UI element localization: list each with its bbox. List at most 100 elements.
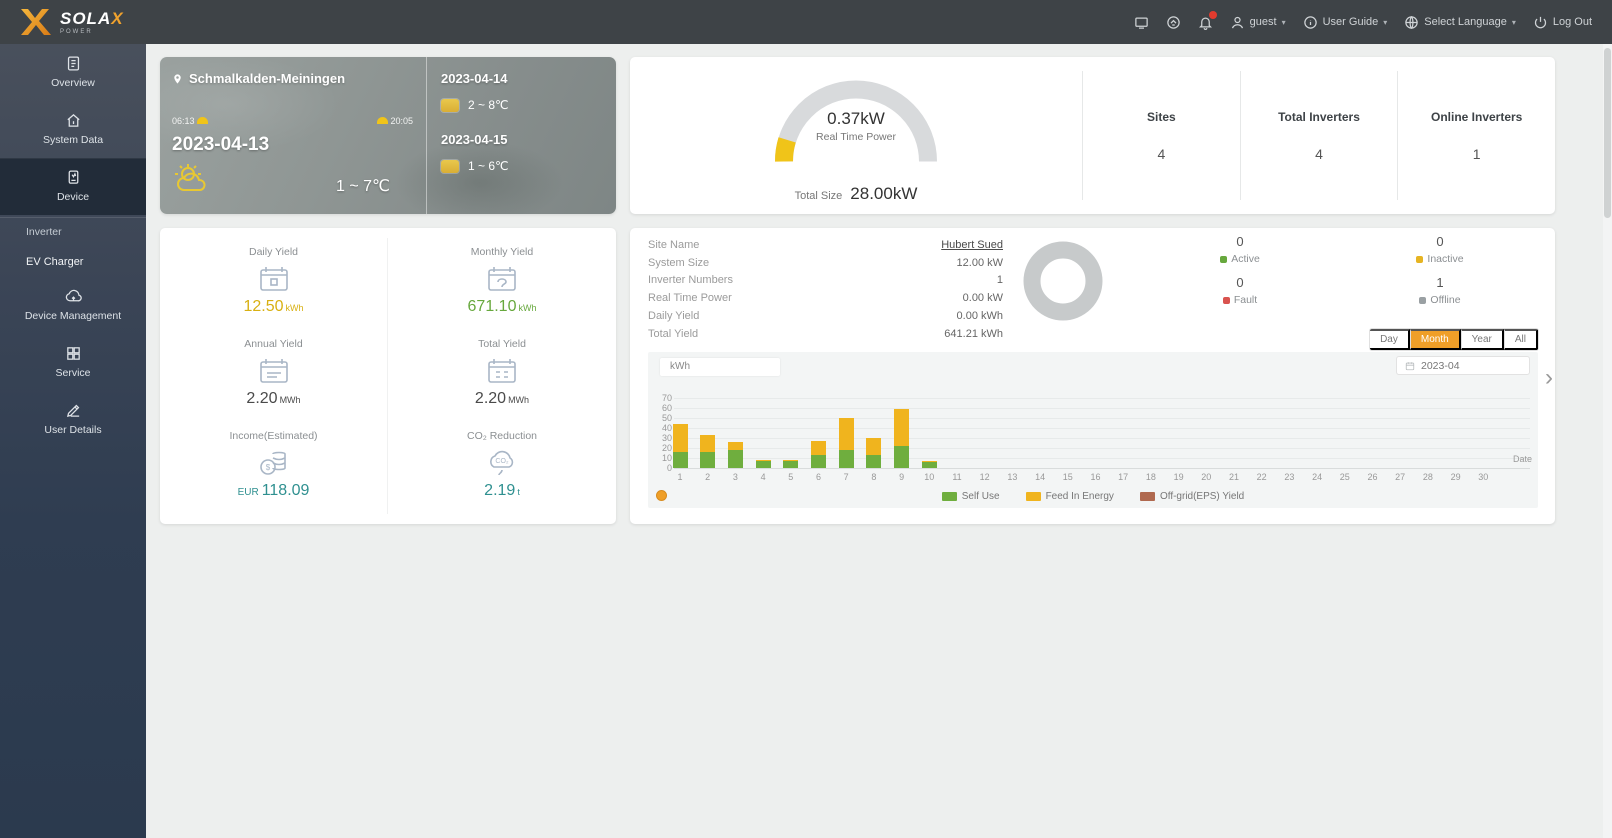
- weather-card: Schmalkalden-Meiningen 06:13 20:05 2023-…: [160, 57, 616, 214]
- bar-self-use[interactable]: [921, 462, 937, 468]
- tab-year[interactable]: Year: [1460, 329, 1504, 350]
- y-axis-tick: 30: [661, 433, 672, 443]
- yield-value: EUR 118.09: [237, 482, 310, 499]
- stat-sites: Sites 4: [1082, 71, 1240, 200]
- scrollbar-thumb[interactable]: [1604, 48, 1611, 218]
- y-axis-tick: 10: [661, 453, 672, 463]
- yield-tile-monthly-yield: Monthly Yield 671.10 kWh: [388, 238, 616, 330]
- home-icon[interactable]: [1166, 15, 1181, 30]
- service-icon: [65, 345, 82, 362]
- chevron-down-icon: ▾: [1383, 17, 1388, 27]
- tab-all[interactable]: All: [1503, 329, 1538, 350]
- status-active: 0 Active: [1140, 234, 1340, 265]
- yield-value: 12.50 kWh: [243, 298, 304, 315]
- tab-month[interactable]: Month: [1409, 329, 1461, 350]
- chevron-down-icon: ▾: [1511, 17, 1516, 27]
- sunset-time: 20:05: [376, 116, 413, 126]
- sidebar-item-label: User Details: [44, 424, 102, 436]
- tab-day[interactable]: Day: [1370, 329, 1410, 350]
- legend-label: Off-grid(EPS) Yield: [1159, 491, 1245, 502]
- x-axis-tick: 14: [1035, 472, 1046, 482]
- yield-value: 2.19 t: [484, 482, 520, 499]
- date-picker[interactable]: 2023-04: [1396, 356, 1530, 375]
- chart-legend: Self Use Feed In Energy Off-grid(EPS) Yiel…: [648, 491, 1538, 502]
- yield-label: CO₂ Reduction: [466, 430, 538, 442]
- x-axis-tick: 23: [1284, 472, 1295, 482]
- bar-feed-in-energy[interactable]: [811, 441, 826, 455]
- co2-icon: CO₂: [485, 448, 519, 478]
- y-axis-tick: 60: [661, 403, 672, 413]
- bar-self-use[interactable]: [894, 446, 910, 468]
- site-panel-card: Site Name Hubert Sued System Size 12.00 kW I…: [630, 228, 1555, 524]
- carousel-dot[interactable]: [656, 490, 667, 501]
- site-name-link[interactable]: Hubert Sued: [941, 238, 1003, 251]
- status-dot: [1220, 255, 1228, 263]
- real-time-power-label: Real Time Power: [816, 131, 896, 143]
- detail-row: Inverter Numbers 1: [648, 272, 1003, 290]
- bar-self-use[interactable]: [700, 452, 716, 468]
- notification-bell-icon[interactable]: [1198, 10, 1217, 30]
- bar-feed-in-energy[interactable]: [755, 460, 771, 461]
- bar-self-use[interactable]: [783, 461, 799, 468]
- sidebar-item-inverter[interactable]: Inverter: [0, 217, 146, 247]
- next-arrow[interactable]: ›: [1545, 364, 1553, 391]
- logout-button[interactable]: Log Out: [1533, 15, 1592, 30]
- x-axis-tick: 7: [843, 472, 849, 482]
- gridline: [674, 438, 1530, 439]
- bar-self-use[interactable]: [866, 455, 882, 468]
- x-axis-tick: 29: [1450, 472, 1461, 482]
- yield-value: 2.20 MWh: [246, 390, 301, 407]
- bar-feed-in-energy[interactable]: [838, 418, 854, 450]
- bar-feed-in-energy[interactable]: [700, 435, 716, 452]
- legend-self-use[interactable]: Self Use: [941, 491, 1000, 502]
- sidebar-item-device-management[interactable]: Device Management: [0, 277, 146, 334]
- bar-self-use[interactable]: [811, 455, 826, 468]
- detail-value: 0.00 kW: [962, 292, 1003, 305]
- sidebar-nav: Overview System Data Device Inverter EV Char…: [0, 44, 146, 838]
- bar-feed-in-energy[interactable]: [894, 409, 910, 446]
- yield-tile-co-reduction: CO₂ Reduction CO₂ 2.19 t: [388, 422, 616, 514]
- stat-value: 4: [1157, 145, 1166, 162]
- sidebar-item-ev-charger[interactable]: EV Charger: [0, 247, 146, 277]
- yield-tile-total-yield: Total Yield 2.20 MWh: [388, 330, 616, 422]
- status-dot: [1419, 296, 1427, 304]
- y-axis-tick: 40: [661, 423, 672, 433]
- bar-feed-in-energy[interactable]: [727, 442, 743, 450]
- sidebar-item-overview[interactable]: Overview: [0, 44, 146, 101]
- scrollbar[interactable]: [1603, 44, 1612, 838]
- stat-label: Total Inverters: [1278, 109, 1360, 124]
- bar-self-use[interactable]: [838, 450, 854, 468]
- bar-feed-in-energy[interactable]: [921, 461, 937, 462]
- sidebar-item-label: System Data: [42, 134, 104, 146]
- detail-value: 641.21 kWh: [944, 327, 1003, 340]
- bar-self-use[interactable]: [755, 461, 771, 468]
- gridline: [674, 428, 1530, 429]
- yield-unit: t: [517, 487, 520, 497]
- x-axis-tick: 3: [732, 472, 738, 482]
- status-dot: [1416, 255, 1424, 263]
- svg-text:CO₂: CO₂: [495, 458, 509, 465]
- sidebar-item-device[interactable]: Device: [0, 158, 146, 215]
- language-menu[interactable]: Select Language ▾: [1404, 15, 1516, 30]
- bar-self-use[interactable]: [672, 452, 688, 468]
- legend-off-grid-eps-yield[interactable]: Off-grid(EPS) Yield: [1139, 491, 1245, 502]
- bar-feed-in-energy[interactable]: [866, 438, 882, 455]
- bar-self-use[interactable]: [727, 450, 743, 468]
- yield-tile-daily-yield: Daily Yield 12.50 kWh: [160, 238, 388, 330]
- y-axis-tick: 0: [666, 463, 672, 473]
- user-guide-menu[interactable]: User Guide ▾: [1303, 15, 1388, 30]
- sidebar-item-service[interactable]: Service: [0, 334, 146, 391]
- user-name: guest: [1249, 16, 1277, 28]
- sidebar-item-system-data[interactable]: System Data: [0, 101, 146, 158]
- fullscreen-icon[interactable]: [1134, 15, 1149, 30]
- detail-label: Real Time Power: [648, 292, 732, 305]
- legend-feed-in-energy[interactable]: Feed In Energy: [1025, 491, 1114, 502]
- bar-feed-in-energy[interactable]: [783, 460, 799, 461]
- detail-label: System Size: [648, 256, 710, 269]
- bar-feed-in-energy[interactable]: [672, 424, 688, 452]
- sidebar-item-label: Device: [56, 191, 90, 203]
- sidebar-item-user-details[interactable]: User Details: [0, 391, 146, 448]
- x-axis-tick: 12: [979, 472, 990, 482]
- user-menu[interactable]: guest ▾: [1230, 15, 1286, 30]
- unit-select[interactable]: kWh: [660, 358, 780, 376]
